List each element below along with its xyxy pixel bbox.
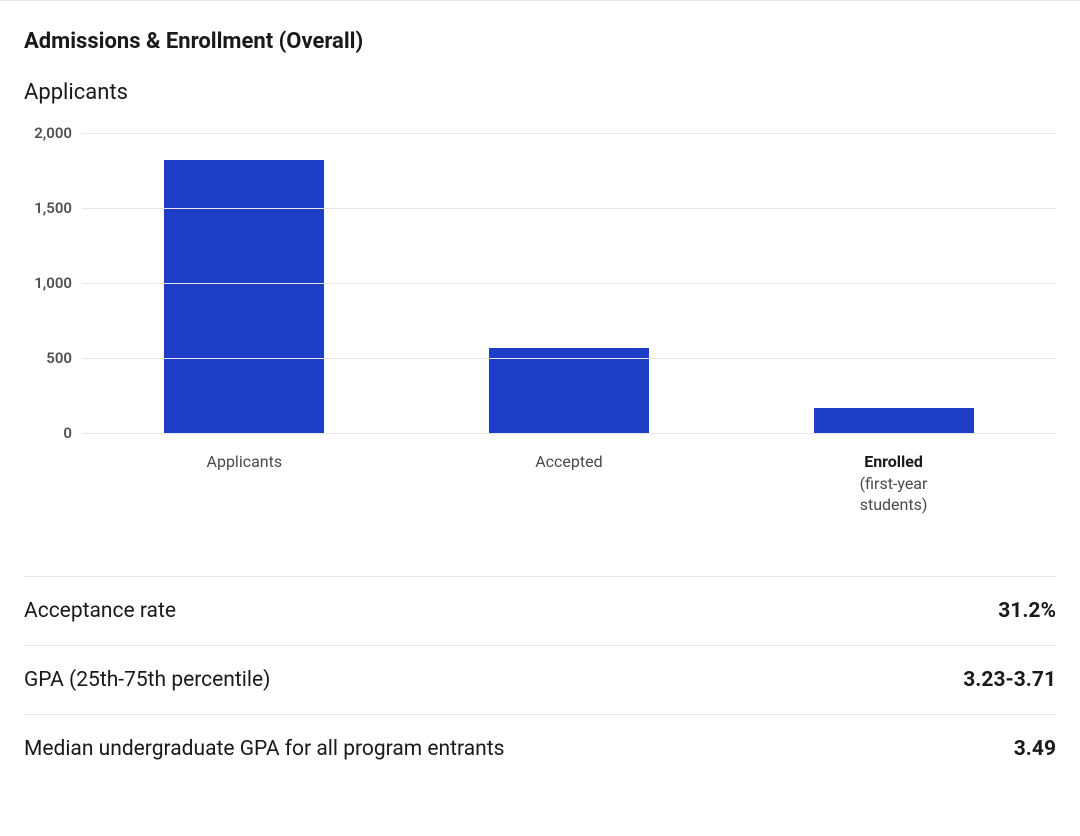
section-title: Admissions & Enrollment (Overall) [24, 29, 1056, 54]
y-tick-label: 1,000 [34, 274, 72, 292]
chart-plot [82, 133, 1056, 433]
gridline [82, 433, 1056, 434]
stat-value: 3.49 [1014, 737, 1056, 761]
x-label-text: Accepted [407, 451, 732, 473]
gridline [82, 133, 1056, 134]
x-label-subtext: students) [731, 494, 1056, 516]
admissions-enrollment-panel: Admissions & Enrollment (Overall) Applic… [0, 0, 1080, 803]
gridline [82, 358, 1056, 359]
stat-value: 3.23-3.71 [963, 668, 1056, 692]
stat-row: Median undergraduate GPA for all program… [24, 715, 1056, 783]
x-label-text: Applicants [82, 451, 407, 473]
y-axis: 2,0001,5001,0005000 [24, 133, 82, 433]
x-label-accepted: Accepted [407, 451, 732, 516]
stat-label: GPA (25th-75th percentile) [24, 668, 270, 692]
y-tick-label: 1,500 [34, 199, 72, 217]
stat-label: Acceptance rate [24, 599, 176, 623]
applicants-chart: Applicants 2,000 1,500 1,000 500 0 Applicant… [24, 80, 1056, 516]
y-tick-label: 500 [46, 349, 72, 367]
bar-accepted [489, 348, 649, 434]
x-label-enrolled: Enrolled(first-yearstudents) [731, 451, 1056, 516]
y-tick-label: 0 [63, 424, 72, 442]
chart-title: Applicants [24, 80, 1056, 105]
stat-row: GPA (25th-75th percentile) 3.23-3.71 [24, 646, 1056, 715]
gridline [82, 208, 1056, 209]
chart-area: 2,0001,5001,0005000 [24, 133, 1056, 433]
bar-applicants [164, 160, 324, 433]
stats-list: Acceptance rate 31.2% GPA (25th-75th perce… [24, 576, 1056, 783]
gridline [82, 283, 1056, 284]
x-axis-labels: ApplicantsAcceptedEnrolled(first-yearstu… [82, 451, 1056, 516]
y-tick-label: 2,000 [34, 124, 72, 142]
stat-label: Median undergraduate GPA for all program… [24, 737, 504, 761]
bar-enrolled [814, 408, 974, 434]
x-label-text: Enrolled [731, 451, 1056, 473]
stat-row: Acceptance rate 31.2% [24, 577, 1056, 646]
x-label-subtext: (first-year [731, 473, 1056, 495]
stat-value: 31.2% [998, 599, 1056, 623]
x-label-applicants: Applicants [82, 451, 407, 516]
